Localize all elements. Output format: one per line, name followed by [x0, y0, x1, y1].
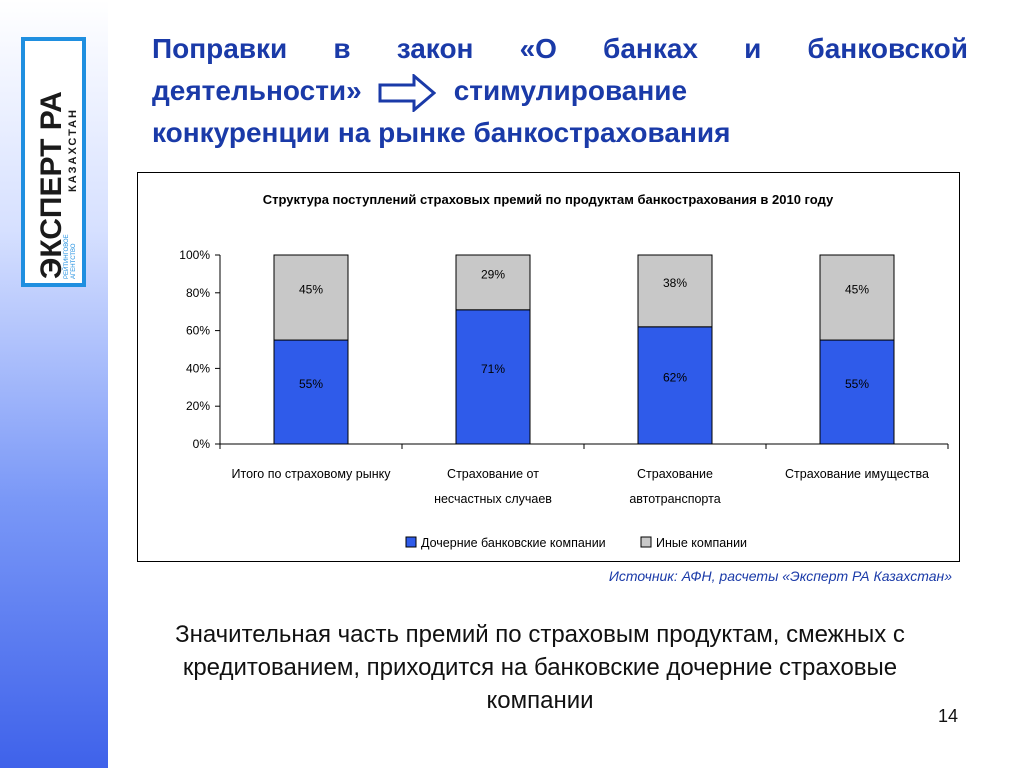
bar-segment-subsidiary: [273, 339, 349, 445]
title-line-3: конкуренции на рынке банкострахования: [152, 117, 731, 148]
logo-main-text: ЭКСПЕРТ РА: [35, 91, 68, 279]
x-category-label: Страхование от: [447, 467, 539, 481]
bar-segment-subsidiary: [637, 326, 713, 445]
bar-segment-other: [819, 254, 895, 341]
bar-segment-subsidiary: [455, 309, 531, 445]
bar-segment-subsidiary: [819, 339, 895, 445]
bar-segment-other: [637, 254, 713, 328]
y-tick-label: 80%: [186, 286, 210, 300]
logo-small-text-2: АГЕНТСТВО: [71, 243, 77, 279]
title-line-2-right: стимулирование: [453, 75, 688, 106]
y-tick-label: 100%: [179, 248, 210, 262]
data-label-other: 38%: [663, 276, 687, 290]
slide-title: Поправки в закон «О банках и банковской …: [152, 28, 968, 154]
legend-label-other: Иные компании: [656, 536, 747, 550]
x-category-label: автотранспорта: [629, 492, 720, 506]
y-tick-label: 60%: [186, 324, 210, 338]
chart-container: Структура поступлений страховых премий п…: [137, 172, 960, 562]
legend-swatch-other: [640, 536, 652, 548]
source-note: Источник: АФН, расчеты «Эксперт РА Казах…: [608, 568, 952, 584]
data-label-other: 45%: [845, 283, 869, 297]
logo-side-text: КАЗАХСТАН: [67, 108, 79, 192]
bar-segment-other: [273, 254, 349, 341]
data-label-subsidiary: 55%: [845, 377, 869, 391]
legend-swatch-subsidiary: [405, 536, 417, 548]
right-arrow-icon: [378, 73, 436, 112]
page-number: 14: [938, 706, 959, 726]
title-line-1: Поправки в закон «О банках и банковской: [152, 33, 968, 64]
y-tick-label: 40%: [186, 361, 210, 375]
x-category-label: Итого по страховому рынку: [232, 467, 392, 481]
conclusion-text: Значительная часть премий по страховым п…: [175, 621, 905, 714]
data-label-other: 29%: [481, 267, 505, 281]
data-label-other: 45%: [299, 283, 323, 297]
data-label-subsidiary: 71%: [481, 362, 505, 376]
chart-title: Структура поступлений страховых премий п…: [263, 192, 834, 207]
legend-label-subsidiary: Дочерние банковские компании: [421, 536, 606, 550]
y-tick-label: 20%: [186, 399, 210, 413]
x-category-label: несчастных случаев: [434, 492, 552, 506]
title-line-2: деятельности» стимулирование: [152, 70, 968, 112]
stacked-bar-chart: Структура поступлений страховых премий п…: [179, 192, 949, 550]
expert-ra-logo: ЭКСПЕРТ РА КАЗАХСТАН РЕЙТИНГОВОЕ АГЕНТСТ…: [21, 37, 86, 287]
title-line-2-left: деятельности»: [152, 75, 362, 106]
y-tick-label: 0%: [193, 437, 211, 451]
x-category-label: Страхование имущества: [785, 467, 929, 481]
logo-small-text-1: РЕЙТИНГОВОЕ: [62, 234, 70, 279]
x-category-label: Страхование: [637, 467, 713, 481]
bar-segment-other: [455, 254, 531, 311]
data-label-subsidiary: 62%: [663, 370, 687, 384]
data-label-subsidiary: 55%: [299, 377, 323, 391]
